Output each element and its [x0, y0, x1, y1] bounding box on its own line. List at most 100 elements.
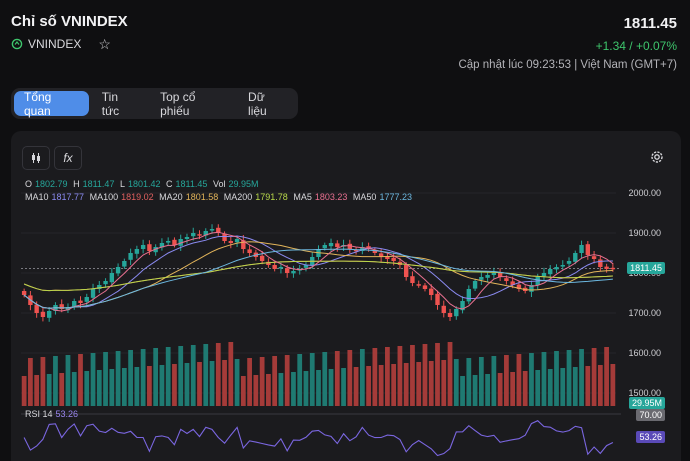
candle-body	[278, 267, 284, 269]
volume-bar	[472, 375, 478, 406]
candle-body	[447, 313, 453, 317]
tab-top-stocks[interactable]: Top cổ phiếu	[160, 89, 196, 118]
volume-bar	[278, 373, 284, 406]
candle-body	[272, 265, 277, 269]
volume-bar	[222, 360, 227, 406]
volume-bar	[353, 367, 359, 406]
rsi-line	[23, 420, 614, 457]
volume-bar	[309, 353, 315, 406]
volume-bar	[40, 357, 46, 406]
volume-bar	[172, 364, 177, 406]
candle-body	[241, 240, 246, 249]
volume-bar	[447, 342, 453, 406]
volume-bar	[247, 358, 252, 406]
volume-bar	[103, 352, 108, 406]
candle-body	[410, 276, 415, 283]
volume-bar	[585, 366, 591, 406]
volume-bar	[215, 343, 221, 406]
volume-bar	[359, 349, 365, 406]
ma100-label: MA100	[89, 192, 119, 202]
tab-data[interactable]: Dữ liệu	[248, 89, 267, 118]
volume-bar	[554, 351, 559, 406]
candle-body	[591, 256, 597, 259]
candle-body	[479, 277, 484, 280]
candle-body	[78, 300, 83, 303]
candle-type-button[interactable]	[22, 146, 50, 170]
ohlc-high: 1811.47	[82, 179, 115, 189]
update-timestamp: Cập nhật lúc 09:23:53 | Việt Nam (GMT+7)	[458, 59, 677, 71]
y-tick-1900: 1900.00	[628, 228, 661, 238]
rsi-value: 53.26	[55, 409, 79, 419]
candle-body	[497, 272, 503, 277]
volume-bar	[497, 373, 503, 406]
volume-bar	[147, 366, 152, 406]
star-icon[interactable]: ☆	[98, 36, 111, 52]
volume-bar	[428, 361, 434, 406]
candle-body	[335, 243, 340, 247]
candle-body	[209, 229, 215, 231]
ma50-line	[23, 248, 613, 309]
volume-bar	[485, 374, 490, 406]
tab-overview[interactable]: Tổng quan	[14, 90, 89, 118]
candle-body	[554, 267, 559, 270]
ohlc-low: 1801.42	[127, 179, 161, 189]
volume-bar	[466, 358, 472, 406]
candle-body	[366, 246, 371, 249]
ma-legend: MA10 1817.77 MA100 1819.02 MA20 1801.58 MA2…	[25, 192, 415, 202]
candle-body	[147, 244, 152, 251]
candle-body	[259, 255, 265, 261]
rsi-label: RSI 14	[25, 409, 53, 419]
candle-body	[172, 239, 177, 245]
volume-bar	[184, 363, 190, 406]
tab-news[interactable]: Tin tức	[101, 89, 120, 118]
y-tick-2000: 2000.00	[628, 188, 661, 198]
candle-body	[579, 245, 584, 253]
candle-body	[115, 267, 121, 274]
price-chart[interactable]	[11, 131, 681, 461]
candle-body	[84, 297, 89, 302]
volume-bar	[541, 352, 547, 406]
volume-bar	[96, 370, 102, 406]
ohlc-open: 1802.79	[35, 179, 68, 189]
candle-body	[165, 241, 171, 243]
indicator-fx-button[interactable]: fx	[54, 146, 82, 170]
volume-bar	[435, 343, 440, 406]
volume-bar	[240, 376, 246, 406]
volume-bar	[391, 364, 397, 406]
volume-bar	[178, 346, 184, 406]
candle-body	[140, 245, 146, 249]
volume-bar	[504, 355, 509, 406]
price-change: +1.34 / +0.07%	[595, 39, 677, 53]
volume-bar	[159, 365, 165, 406]
candle-body	[353, 249, 359, 252]
candle-body	[103, 281, 108, 285]
ma5-line	[23, 231, 614, 312]
candle-body	[585, 244, 591, 255]
volume-bar	[53, 356, 58, 406]
volume-bar	[21, 376, 27, 406]
candle-body	[266, 261, 271, 265]
volume-bar	[266, 374, 271, 406]
gear-icon[interactable]	[649, 149, 665, 165]
volume-bar	[253, 375, 259, 406]
volume-bar	[522, 371, 528, 406]
volume-bar	[410, 345, 415, 406]
volume-bar	[403, 363, 409, 406]
volume-bar	[610, 364, 616, 406]
candle-body	[604, 266, 609, 269]
volume-bar	[334, 351, 340, 406]
volume-bar	[134, 367, 140, 406]
candle-body	[485, 275, 490, 278]
symbol-label: VNINDEX	[28, 37, 82, 51]
candle-body	[128, 253, 133, 260]
price-tag: 1811.45	[627, 262, 665, 274]
candle-body	[134, 249, 140, 254]
candle-body	[347, 243, 353, 249]
volume-bar	[153, 348, 159, 406]
candle-body	[429, 288, 434, 295]
candle-body	[466, 289, 472, 302]
candlestick-icon	[32, 153, 40, 163]
candle-body	[191, 233, 196, 237]
volume-bar	[422, 344, 428, 406]
candle-body	[460, 301, 465, 311]
